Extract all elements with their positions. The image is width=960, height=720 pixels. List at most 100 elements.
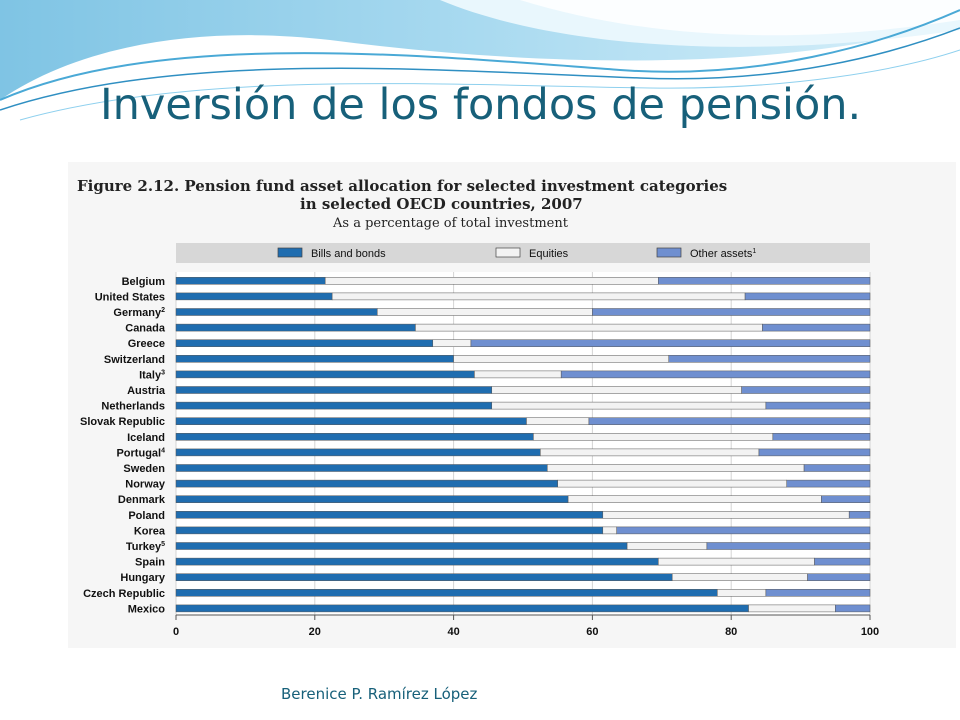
bar-poland-series-1 xyxy=(602,511,850,519)
category-label-iceland: Iceland xyxy=(127,432,165,444)
bar-sweden-series-1 xyxy=(547,464,805,472)
wave-band-white xyxy=(520,0,960,36)
bar-portugal-series-1 xyxy=(540,448,760,457)
bar-belgium-series-1 xyxy=(324,277,659,285)
category-label-slovak-republic: Slovak Republic xyxy=(80,416,165,428)
category-label-korea: Korea xyxy=(134,525,166,537)
category-footnote-mark: 3 xyxy=(161,369,165,376)
bar-sweden-series-0 xyxy=(175,464,548,472)
bar-korea-series-1 xyxy=(602,526,617,535)
bar-germany-series-1 xyxy=(377,308,593,316)
category-label-hungary: Hungary xyxy=(120,572,166,584)
bar-turkey-series-0 xyxy=(175,542,628,550)
bar-germany-series-2 xyxy=(592,308,871,316)
bar-korea-series-2 xyxy=(616,526,871,535)
figure-panel: Figure 2.12. Pension fund asset allocati… xyxy=(68,162,956,648)
category-name: Iceland xyxy=(127,432,165,444)
category-label-united-states: United States xyxy=(95,291,165,303)
category-label-norway: Norway xyxy=(125,479,166,491)
category-name: Canada xyxy=(125,323,166,335)
category-label-turkey: Turkey5 xyxy=(126,541,165,553)
bar-spain-series-0 xyxy=(175,557,659,566)
bar-italy-series-0 xyxy=(175,370,475,379)
category-footnote-mark: 4 xyxy=(161,447,165,454)
category-labels: Belgium United States Germany2 Canada Greece… xyxy=(80,276,166,616)
x-tick-label-60: 60 xyxy=(586,626,598,638)
category-footnote-mark: 2 xyxy=(161,307,165,314)
legend-series-name: Bills and bonds xyxy=(311,248,386,260)
author-footer: Berenice P. Ramírez López xyxy=(281,685,478,703)
bar-united-states-series-1 xyxy=(331,292,746,301)
category-name: Spain xyxy=(135,557,165,569)
bar-iceland-series-2 xyxy=(772,433,871,441)
bar-switzerland-series-1 xyxy=(453,355,669,363)
chart-title-line2: in selected OECD countries, 2007 xyxy=(300,195,583,213)
legend-swatch-2 xyxy=(656,247,682,258)
category-name: Belgium xyxy=(122,276,166,288)
bar-hungary-series-0 xyxy=(175,573,673,581)
category-label-canada: Canada xyxy=(125,323,166,335)
bar-canada-series-0 xyxy=(175,323,416,332)
chart-subtitle: As a percentage of total investment xyxy=(332,216,569,231)
category-name: Denmark xyxy=(118,494,166,506)
legend-label-0: Bills and bonds xyxy=(311,248,386,260)
category-name: Korea xyxy=(134,525,166,537)
legend: Bills and bonds Equities Other assets1 xyxy=(277,247,756,260)
bar-united-states-series-2 xyxy=(744,292,871,301)
bar-iceland-series-0 xyxy=(175,433,534,441)
category-label-czech-republic: Czech Republic xyxy=(83,588,165,600)
bar-turkey-series-1 xyxy=(626,542,708,550)
bar-canada-series-2 xyxy=(762,323,871,332)
bar-norway-series-2 xyxy=(786,479,871,488)
legend-footnote-mark: 1 xyxy=(752,248,756,255)
category-name: Hungary xyxy=(120,572,166,584)
bar-netherlands-series-1 xyxy=(491,401,767,410)
category-label-greece: Greece xyxy=(128,338,165,350)
bar-belgium-series-2 xyxy=(658,277,871,285)
bar-netherlands-series-2 xyxy=(765,401,871,410)
bar-poland-series-2 xyxy=(848,511,871,519)
x-tick-label-20: 20 xyxy=(309,626,321,638)
bar-denmark-series-1 xyxy=(567,495,822,503)
category-name: Poland xyxy=(128,510,165,522)
category-label-netherlands: Netherlands xyxy=(101,401,165,413)
bar-denmark-series-2 xyxy=(821,495,871,503)
bar-austria-series-2 xyxy=(741,386,871,394)
bar-netherlands-series-0 xyxy=(175,401,493,410)
bar-portugal-series-2 xyxy=(758,448,871,457)
category-name: Switzerland xyxy=(104,354,165,366)
bar-czech-republic-series-1 xyxy=(717,589,767,597)
legend-label-1: Equities xyxy=(529,248,569,260)
bar-slovak-republic-series-1 xyxy=(526,417,590,425)
category-label-switzerland: Switzerland xyxy=(104,354,165,366)
category-name: Czech Republic xyxy=(83,588,165,600)
legend-box xyxy=(176,243,870,263)
bar-austria-series-1 xyxy=(491,386,742,394)
category-name: Italy xyxy=(139,369,162,381)
bar-greece-series-1 xyxy=(432,339,472,347)
category-label-belgium: Belgium xyxy=(122,276,166,288)
wave-line-1 xyxy=(0,9,960,101)
category-name: Turkey xyxy=(126,541,162,553)
bar-czech-republic-series-0 xyxy=(175,589,718,597)
bar-greece-series-2 xyxy=(470,339,871,347)
bar-korea-series-0 xyxy=(175,526,604,535)
x-tick-label-40: 40 xyxy=(447,626,459,638)
legend-swatch-0 xyxy=(277,247,303,258)
category-name: Netherlands xyxy=(101,401,165,413)
bar-slovak-republic-series-0 xyxy=(175,417,527,425)
bar-switzerland-series-0 xyxy=(175,355,454,363)
bar-norway-series-1 xyxy=(557,479,787,488)
category-name: Austria xyxy=(127,385,166,397)
category-name: United States xyxy=(95,291,165,303)
category-label-mexico: Mexico xyxy=(128,603,166,615)
x-axis-ticks: 0 20 40 60 80 100 xyxy=(173,615,879,638)
bar-spain-series-2 xyxy=(814,557,871,566)
wave-line-3 xyxy=(19,49,960,121)
bar-mexico-series-0 xyxy=(175,604,749,613)
bar-spain-series-1 xyxy=(658,557,815,566)
category-label-austria: Austria xyxy=(127,385,166,397)
bar-norway-series-0 xyxy=(175,479,558,488)
bar-austria-series-0 xyxy=(175,386,493,394)
category-name: Greece xyxy=(128,338,165,350)
